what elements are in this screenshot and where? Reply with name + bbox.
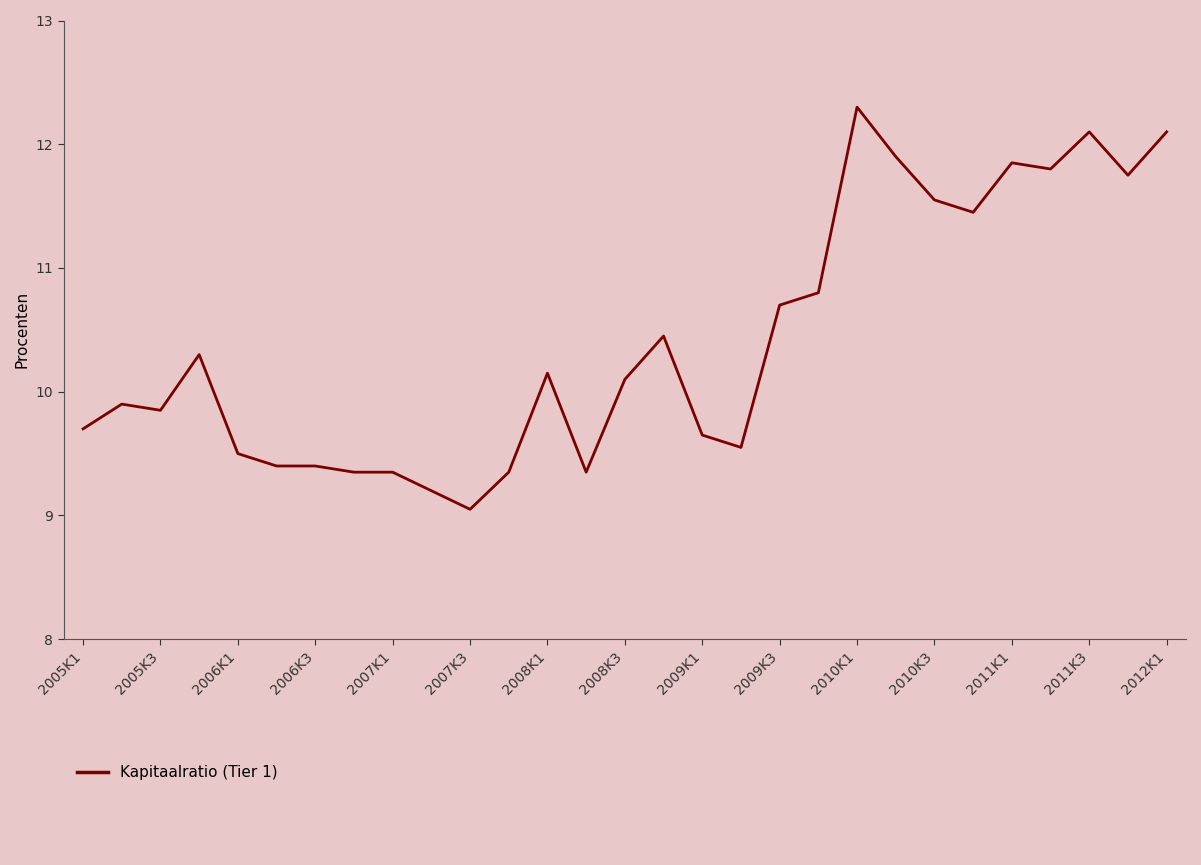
Y-axis label: Procenten: Procenten (14, 292, 30, 368)
Legend: Kapitaalratio (Tier 1): Kapitaalratio (Tier 1) (71, 759, 283, 786)
